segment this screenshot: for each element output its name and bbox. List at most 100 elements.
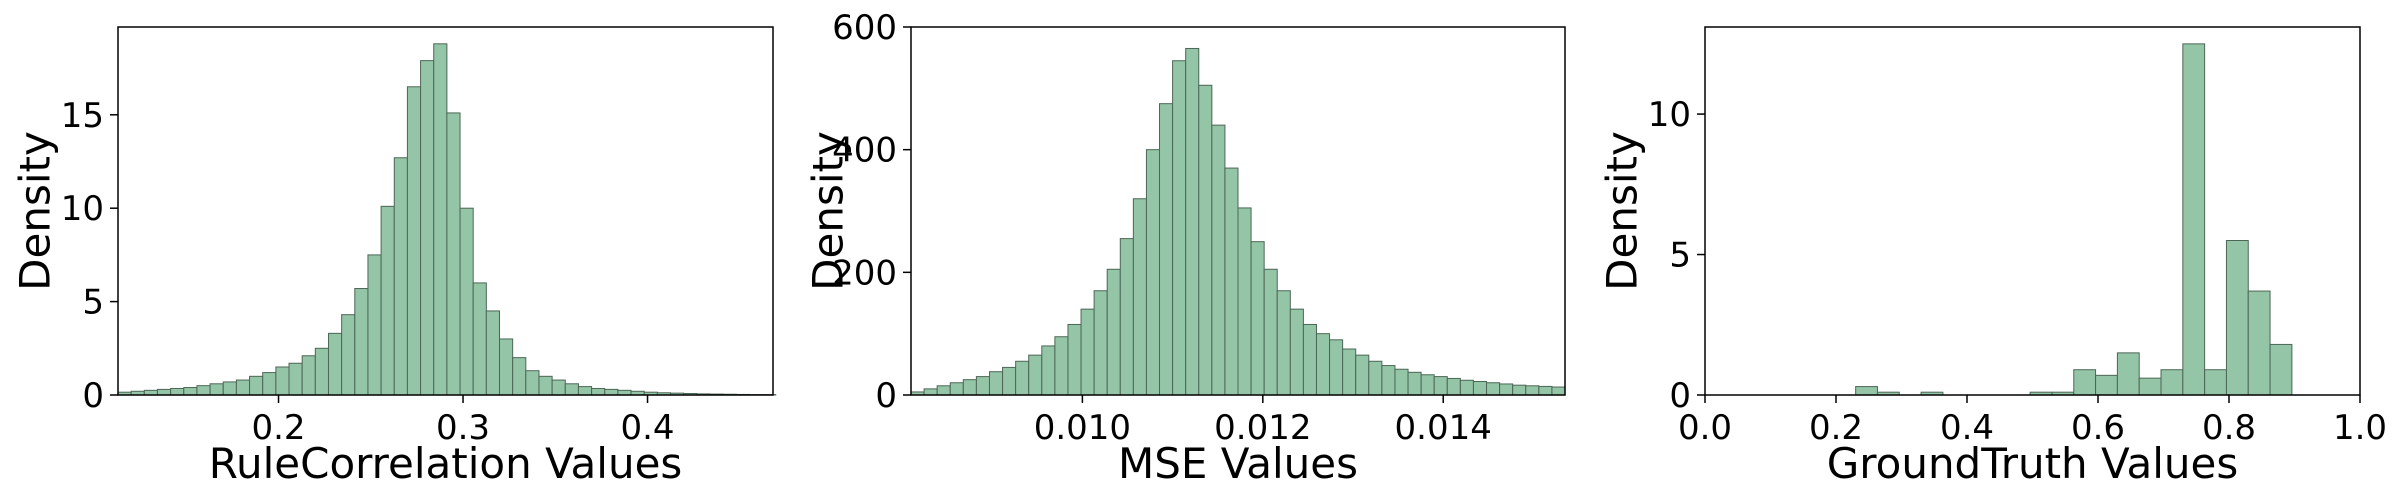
histogram-bar <box>1329 339 1344 396</box>
histogram-bar <box>1499 383 1514 396</box>
histogram-bar <box>1159 103 1174 396</box>
histogram-bar <box>1132 198 1147 396</box>
histogram-bar <box>275 366 290 396</box>
histogram-bar <box>1263 268 1278 396</box>
histogram-bar <box>604 388 619 396</box>
histogram-bar <box>2073 369 2097 396</box>
histogram-bar <box>1067 323 1082 396</box>
histogram-bar <box>1015 360 1030 396</box>
histogram-bar <box>406 86 422 396</box>
x-tick-label: 0.014 <box>1395 408 1492 448</box>
histogram-bar <box>1446 377 1461 396</box>
histogram-bar <box>485 310 501 396</box>
histogram-bar <box>235 379 251 396</box>
histogram-bar <box>1172 60 1187 396</box>
histogram-bar <box>327 332 343 396</box>
histogram-bar <box>1028 354 1043 396</box>
histogram-bar <box>1289 308 1304 396</box>
axes-frame <box>910 26 1566 396</box>
y-tick-label: 0 <box>875 376 897 416</box>
axes-frame <box>1704 26 2361 396</box>
histogram-bar <box>354 288 369 396</box>
histogram-bar <box>2095 374 2118 396</box>
histogram-bar <box>2116 352 2140 396</box>
x-tick-label: 1.0 <box>2333 408 2387 448</box>
histogram-bar <box>1237 207 1252 396</box>
histogram-bar <box>1342 348 1357 396</box>
y-tick-label: 5 <box>1669 236 1691 276</box>
y-tick-label: 15 <box>61 96 104 136</box>
histogram-rulecorrelation: 0.2 0.3 0.4 0 5 10 15 RuleCorrelation Values Den… <box>11 26 777 488</box>
axes-frame <box>117 26 774 396</box>
histogram-bar <box>420 60 435 396</box>
histogram-bar <box>577 386 593 396</box>
histogram-bar <box>1420 374 1435 396</box>
histogram-bar <box>1855 386 1878 396</box>
histogram-groundtruth: 0.0 0.2 0.4 0.6 0.8 1.0 0 5 10 GroundTruth Values… <box>1598 26 2387 488</box>
histogram-bar <box>446 112 461 396</box>
histogram-bar <box>1054 336 1069 396</box>
histogram-bar <box>433 43 448 396</box>
histogram-bar <box>2160 369 2184 396</box>
histogram-bar <box>262 372 277 396</box>
y-tick-label: 10 <box>61 189 104 229</box>
histogram-bar <box>288 362 303 396</box>
histogram-bar <box>1002 366 1017 396</box>
histogram-bar <box>975 376 990 396</box>
histogram-bar <box>196 385 211 396</box>
histogram-bar <box>2225 239 2249 396</box>
histogram-bar <box>525 370 540 396</box>
histogram-bar <box>2182 43 2206 396</box>
histogram-bar <box>1472 381 1488 396</box>
y-tick-label: 10 <box>1648 95 1691 135</box>
x-tick-label: 0.4 <box>620 408 674 448</box>
histogram-bar <box>1080 308 1095 396</box>
x-tick-label: 0.012 <box>1214 408 1311 448</box>
histogram-bar <box>499 338 514 396</box>
y-tick-label: 0 <box>1669 376 1691 416</box>
histogram-bar <box>1394 368 1409 396</box>
histogram-bar <box>156 388 172 396</box>
histogram-bar <box>2204 369 2227 396</box>
histogram-bar <box>380 205 395 396</box>
x-tick-label: 0.0 <box>1678 408 1732 448</box>
histogram-bar <box>1551 386 1566 396</box>
y-tick-label: 5 <box>82 283 104 323</box>
histogram-bar <box>222 381 237 396</box>
histogram-bar <box>1185 47 1200 396</box>
histogram-bar <box>459 207 474 396</box>
histogram-bar <box>2247 290 2271 396</box>
histogram-bar <box>209 383 224 396</box>
histogram-bar <box>962 379 977 396</box>
histogram-bar <box>2269 343 2293 396</box>
histogram-bar <box>1119 238 1134 396</box>
histogram-bar <box>1106 268 1121 396</box>
histogram-bar <box>393 157 408 396</box>
histogram-bar <box>1381 365 1396 396</box>
histogram-mse: 0.010 0.012 0.014 0 200 400 600 MSE Values Densi… <box>804 8 1566 488</box>
x-tick-label: 0.3 <box>436 408 490 448</box>
x-axis-label: MSE Values <box>1118 439 1358 488</box>
histogram-bar <box>512 357 527 396</box>
histogram-bar <box>170 387 185 396</box>
histogram-bar <box>341 314 356 396</box>
histogram-bar <box>538 375 553 396</box>
histogram-bar <box>1512 384 1527 396</box>
histogram-bar <box>949 382 964 396</box>
histogram-bar <box>1250 241 1265 396</box>
histogram-bar <box>301 355 316 396</box>
histogram-bar <box>1368 360 1383 396</box>
histogram-bar <box>564 383 579 396</box>
histogram-bar <box>1459 379 1474 396</box>
histogram-bar <box>1525 385 1540 396</box>
histogram-bar <box>1198 84 1213 396</box>
histogram-bar <box>988 371 1004 396</box>
histogram-bar <box>249 375 264 396</box>
x-axis-label: RuleCorrelation Values <box>209 439 683 488</box>
y-tick-label: 200 <box>832 253 897 293</box>
y-axis-label: Density <box>11 131 60 291</box>
histogram-bar <box>551 379 566 396</box>
histogram-bar <box>1486 382 1501 396</box>
y-tick-label: 400 <box>832 131 897 171</box>
histogram-bar <box>923 388 938 396</box>
